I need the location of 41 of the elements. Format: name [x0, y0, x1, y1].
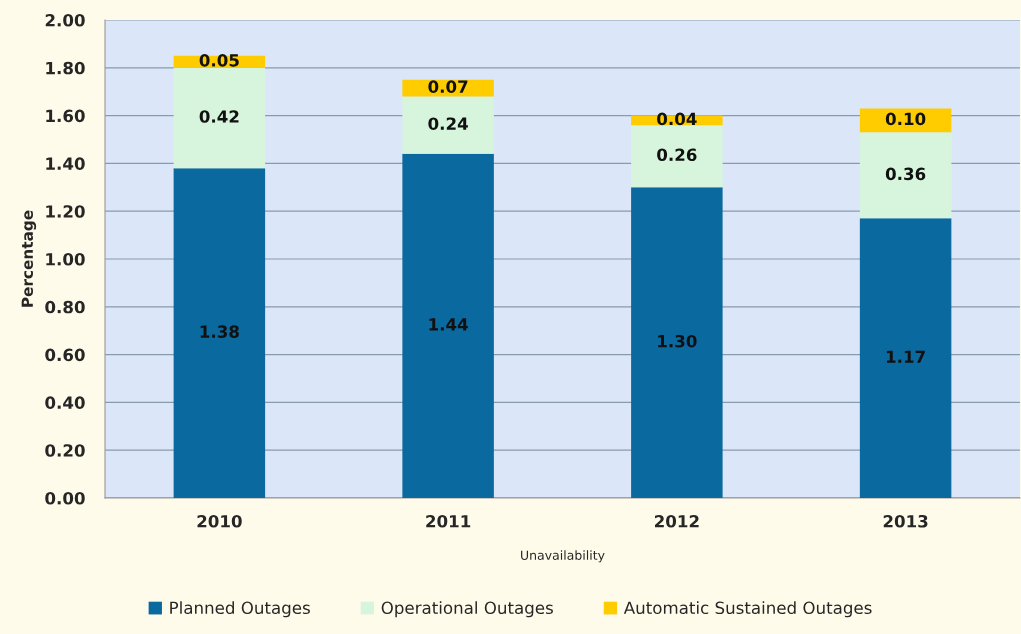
y-tick-label: 1.00: [46, 252, 85, 266]
y-tick-label: 0.60: [45, 348, 85, 362]
data-label: 0.42: [199, 110, 239, 123]
data-label: 0.05: [199, 54, 239, 67]
bar: [859, 132, 952, 219]
bar: [859, 108, 952, 133]
bar: [402, 153, 494, 498]
data-label: 1.44: [429, 318, 468, 331]
bar: [173, 168, 266, 498]
data-label: 1.17: [886, 350, 925, 363]
y-tick-label: 1.20: [46, 205, 85, 218]
y-tick-label: 1.60: [46, 109, 85, 123]
x-tick-label: 2011: [426, 514, 471, 528]
y-tick-label: 2.00: [45, 13, 85, 27]
y-tick-label: 0.40: [45, 396, 85, 409]
y-axis-title: Percentage: [21, 210, 37, 307]
data-label: 0.07: [428, 80, 468, 93]
y-tick-label: 0.20: [45, 444, 85, 457]
data-label: 0.10: [885, 112, 926, 126]
data-label: 0.36: [885, 167, 926, 181]
bar: [631, 187, 723, 498]
y-tick-label: 1.40: [46, 157, 85, 170]
legend-label: Operational Outages: [381, 601, 553, 618]
bar: [631, 125, 723, 188]
x-axis-title: Unavailability: [521, 550, 605, 563]
x-tick-label: 2012: [654, 514, 699, 528]
data-label: 0.04: [657, 112, 697, 126]
y-tick-label: 0.80: [45, 300, 85, 314]
data-label: 0.26: [657, 148, 697, 162]
data-label: 1.38: [200, 325, 239, 338]
bar: [859, 218, 952, 498]
x-tick-label: 2013: [883, 514, 928, 528]
x-tick-label: 2010: [197, 514, 242, 528]
data-label: 0.24: [428, 117, 468, 130]
bar: [173, 67, 266, 169]
bar: [402, 96, 494, 154]
data-label: 1.30: [658, 334, 697, 348]
legend-label: Planned Outages: [170, 601, 310, 618]
y-tick-label: 0.00: [45, 491, 85, 505]
y-tick-label: 1.80: [46, 61, 85, 75]
legend-label: Automatic Sustained Outages: [623, 601, 872, 618]
